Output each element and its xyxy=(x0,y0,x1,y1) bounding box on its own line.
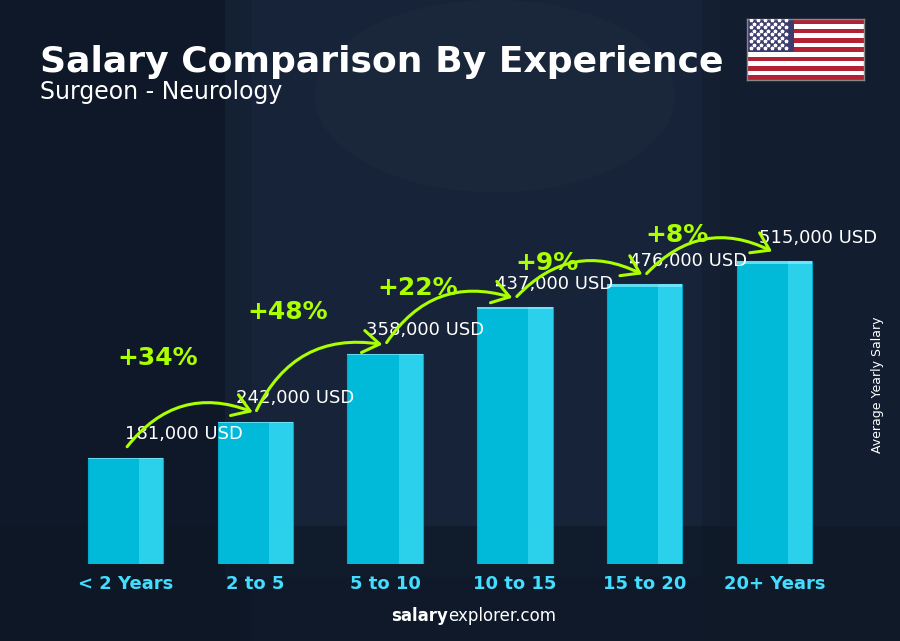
Bar xyxy=(788,262,812,564)
Text: salary: salary xyxy=(392,607,448,625)
Bar xyxy=(139,458,163,564)
Text: Average Yearly Salary: Average Yearly Salary xyxy=(871,317,884,453)
Text: +9%: +9% xyxy=(516,251,579,275)
Text: Salary Comparison By Experience: Salary Comparison By Experience xyxy=(40,45,724,79)
Bar xyxy=(608,285,682,287)
FancyArrowPatch shape xyxy=(387,281,509,342)
Text: 437,000 USD: 437,000 USD xyxy=(495,274,614,292)
Bar xyxy=(347,354,423,564)
Bar xyxy=(737,262,812,564)
Bar xyxy=(0,526,900,641)
Bar xyxy=(702,0,900,641)
Text: explorer.com: explorer.com xyxy=(448,607,556,625)
Bar xyxy=(477,307,553,564)
Text: 242,000 USD: 242,000 USD xyxy=(236,389,354,407)
Bar xyxy=(608,285,682,564)
FancyArrowPatch shape xyxy=(517,256,640,297)
FancyArrowPatch shape xyxy=(127,395,250,447)
Bar xyxy=(747,33,864,38)
Bar xyxy=(218,422,292,564)
Bar xyxy=(747,52,864,56)
Bar xyxy=(737,262,812,264)
Bar xyxy=(0,0,252,641)
Bar xyxy=(218,422,292,423)
Text: 515,000 USD: 515,000 USD xyxy=(759,229,878,247)
FancyArrowPatch shape xyxy=(256,331,380,411)
Bar xyxy=(747,24,864,29)
Bar xyxy=(399,354,423,564)
Bar xyxy=(658,285,682,564)
Text: Surgeon - Neurology: Surgeon - Neurology xyxy=(40,80,283,104)
Bar xyxy=(347,354,423,355)
Bar xyxy=(747,71,864,76)
Text: +48%: +48% xyxy=(248,301,328,324)
Text: 181,000 USD: 181,000 USD xyxy=(125,425,243,443)
Bar xyxy=(88,458,163,564)
Bar xyxy=(747,62,864,66)
Text: 476,000 USD: 476,000 USD xyxy=(629,252,747,270)
Bar xyxy=(747,43,864,47)
Bar xyxy=(747,19,794,52)
Bar xyxy=(528,307,553,564)
FancyArrowPatch shape xyxy=(647,233,770,274)
Text: +8%: +8% xyxy=(645,223,709,247)
Bar xyxy=(225,0,720,577)
Text: +34%: +34% xyxy=(118,346,198,370)
Text: +22%: +22% xyxy=(377,276,458,299)
Bar xyxy=(269,422,292,564)
Ellipse shape xyxy=(315,0,675,192)
Bar xyxy=(477,307,553,310)
Text: 358,000 USD: 358,000 USD xyxy=(365,321,483,339)
